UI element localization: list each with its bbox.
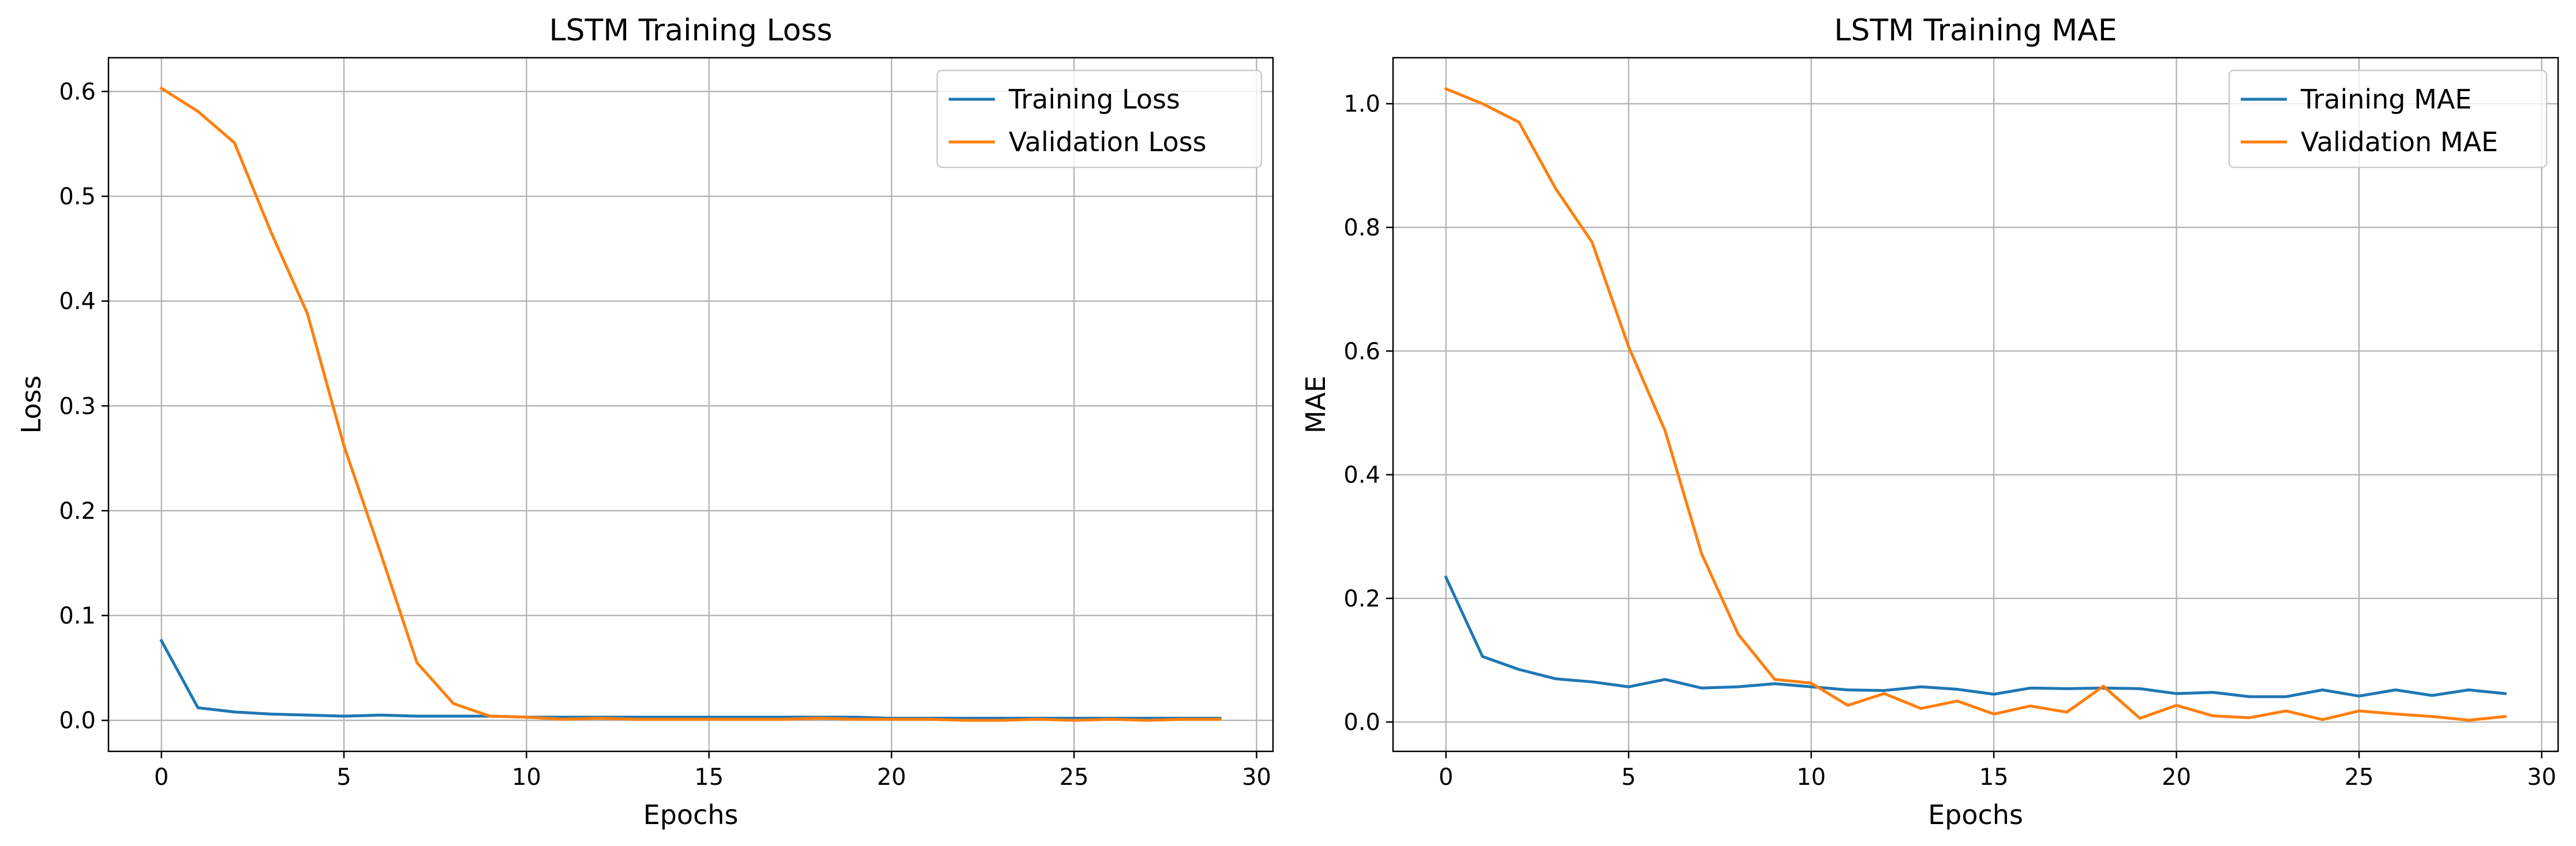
series-line-2 (159, 86, 1222, 722)
y-axis-label: MAE (1300, 376, 1331, 433)
y-tick-label: 0.4 (59, 289, 96, 315)
x-tick-label: 15 (1979, 764, 2009, 791)
x-tick-label: 25 (1059, 764, 1089, 791)
y-tick-label: 0.3 (59, 393, 96, 420)
legend-label-1: Training Loss (1008, 84, 1180, 115)
legend: Training Loss Validation Loss (936, 69, 1263, 169)
x-axis-label: Epochs (643, 799, 739, 830)
y-tick-label: 1.0 (1343, 91, 1380, 118)
y-tick-label: 0.4 (1343, 462, 1380, 489)
x-tick-label: 10 (512, 764, 541, 791)
x-tick-label: 20 (877, 764, 906, 791)
y-axis-label: Loss (16, 376, 47, 434)
y-tick-label: 0.6 (1343, 338, 1380, 365)
x-tick-label: 10 (1796, 764, 1826, 791)
y-tick-label: 0.5 (59, 184, 96, 210)
x-tick-label: 5 (1622, 764, 1636, 791)
x-tick-label: 20 (2162, 764, 2191, 791)
chart-title: LSTM Training MAE (1834, 13, 2117, 48)
legend-box (2228, 69, 2548, 169)
x-tick-label: 15 (694, 764, 724, 791)
legend-label-2: Validation Loss (1009, 126, 1207, 158)
x-axis-label: Epochs (1928, 799, 2023, 830)
y-tick-label: 0.2 (1343, 586, 1380, 612)
y-tick-label: 0.2 (59, 498, 96, 525)
series-line-1 (1444, 575, 2507, 698)
y-tick-label: 0.0 (1343, 709, 1380, 736)
x-tick-label: 0 (154, 764, 169, 791)
x-tick-label: 25 (2345, 764, 2374, 791)
x-tick-label: 5 (336, 764, 351, 791)
legend-box (936, 69, 1263, 169)
x-tick-label: 30 (1242, 764, 1271, 791)
legend: Training MAE Validation MAE (2228, 69, 2548, 169)
chart-1: 0 5 10 15 20 25 30 0.0 0.1 0.2 0.3 0.4 0.5 0.6 LSTM Tr… (16, 13, 1274, 830)
axes-frame (107, 57, 1274, 753)
series-line-1 (159, 638, 1222, 720)
axes-frame (1392, 57, 2559, 753)
y-tick-label: 0.0 (59, 708, 96, 734)
legend-label-2: Validation MAE (2301, 126, 2498, 158)
x-tick-label: 0 (1439, 764, 1453, 791)
series-line-2 (1444, 87, 2507, 722)
x-tick-label: 30 (2527, 764, 2556, 791)
y-tick-label: 0.8 (1343, 215, 1380, 241)
y-tick-label: 0.6 (59, 78, 96, 105)
chart-2: 0 5 10 15 20 25 30 0.0 0.2 0.4 0.6 0.8 1.0 LSTM Train… (1300, 13, 2559, 830)
chart-title: LSTM Training Loss (549, 13, 833, 48)
legend-label-1: Training MAE (2300, 84, 2472, 115)
y-tick-label: 0.1 (59, 603, 96, 630)
